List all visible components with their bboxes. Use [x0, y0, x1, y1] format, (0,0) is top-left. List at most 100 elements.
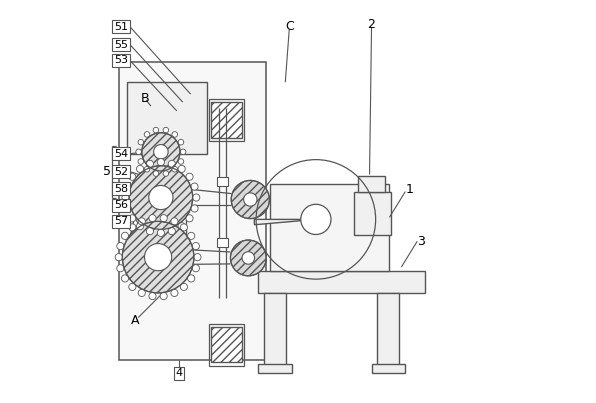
Circle shape [123, 183, 131, 190]
Circle shape [154, 145, 168, 159]
Circle shape [142, 133, 180, 171]
Circle shape [138, 139, 144, 145]
Text: 58: 58 [114, 184, 128, 194]
Circle shape [231, 240, 266, 276]
Bar [209, 324, 244, 366]
Bar [209, 99, 244, 141]
Circle shape [147, 228, 154, 235]
Bar [218, 239, 228, 247]
Bar [264, 293, 286, 366]
Circle shape [123, 205, 131, 212]
Wedge shape [254, 219, 316, 225]
Text: 51: 51 [114, 22, 128, 31]
Bar [210, 102, 243, 138]
Circle shape [129, 166, 193, 229]
Circle shape [191, 205, 198, 212]
Circle shape [193, 194, 200, 201]
Circle shape [180, 224, 188, 231]
Circle shape [172, 166, 178, 172]
Circle shape [172, 132, 178, 137]
Circle shape [153, 171, 159, 176]
Circle shape [129, 173, 136, 180]
Circle shape [191, 183, 198, 190]
Circle shape [144, 132, 150, 137]
Circle shape [147, 160, 154, 168]
Circle shape [115, 253, 122, 261]
Bar [353, 191, 392, 235]
Circle shape [122, 232, 129, 239]
Circle shape [138, 218, 145, 225]
Bar [270, 184, 389, 271]
Circle shape [301, 204, 331, 235]
Circle shape [129, 283, 136, 291]
Circle shape [136, 165, 144, 172]
Circle shape [186, 215, 193, 222]
Text: 4: 4 [175, 368, 182, 378]
Circle shape [138, 289, 145, 297]
Circle shape [129, 224, 136, 231]
Bar [210, 102, 243, 138]
Circle shape [168, 160, 175, 168]
Circle shape [178, 159, 184, 164]
Circle shape [122, 275, 129, 282]
Circle shape [178, 139, 184, 145]
Circle shape [186, 173, 193, 180]
Circle shape [122, 221, 194, 293]
Circle shape [242, 252, 254, 264]
Circle shape [188, 232, 195, 239]
Circle shape [168, 228, 175, 235]
Text: A: A [131, 314, 139, 327]
Bar [358, 176, 386, 191]
Text: 55: 55 [114, 39, 128, 50]
Bar [119, 62, 266, 360]
Text: 52: 52 [114, 167, 128, 177]
Text: 2: 2 [368, 18, 375, 31]
Circle shape [160, 293, 167, 300]
Text: 56: 56 [114, 200, 128, 210]
Text: 5: 5 [103, 165, 111, 178]
Text: 57: 57 [114, 216, 128, 226]
Circle shape [149, 185, 173, 210]
Bar [258, 271, 425, 293]
Text: C: C [285, 20, 294, 33]
Circle shape [144, 243, 172, 271]
Circle shape [138, 159, 144, 164]
Circle shape [181, 149, 186, 155]
Bar [210, 327, 243, 362]
Circle shape [188, 275, 195, 282]
Circle shape [178, 222, 185, 230]
Bar [210, 327, 243, 362]
Circle shape [157, 229, 164, 237]
Circle shape [160, 215, 167, 222]
Circle shape [193, 243, 200, 249]
Text: 54: 54 [114, 149, 128, 159]
Circle shape [163, 171, 169, 176]
Bar [377, 293, 399, 366]
Circle shape [194, 253, 201, 261]
Circle shape [149, 215, 156, 222]
Bar [371, 364, 405, 373]
Circle shape [117, 265, 124, 272]
Circle shape [129, 215, 136, 222]
Circle shape [149, 293, 156, 300]
Circle shape [244, 193, 257, 206]
Text: B: B [141, 91, 149, 105]
Circle shape [144, 166, 150, 172]
Circle shape [117, 243, 124, 249]
Bar [258, 364, 292, 373]
Text: 53: 53 [114, 55, 128, 65]
Circle shape [180, 283, 188, 291]
Circle shape [122, 194, 129, 201]
Circle shape [171, 218, 178, 225]
Circle shape [178, 165, 185, 172]
Circle shape [136, 222, 144, 230]
Circle shape [136, 149, 141, 155]
Text: 3: 3 [417, 235, 425, 248]
Circle shape [231, 181, 269, 218]
Text: 1: 1 [405, 183, 413, 196]
Circle shape [153, 127, 159, 133]
Circle shape [193, 265, 200, 272]
Circle shape [157, 158, 164, 166]
Bar [218, 177, 228, 186]
Bar [127, 82, 207, 154]
